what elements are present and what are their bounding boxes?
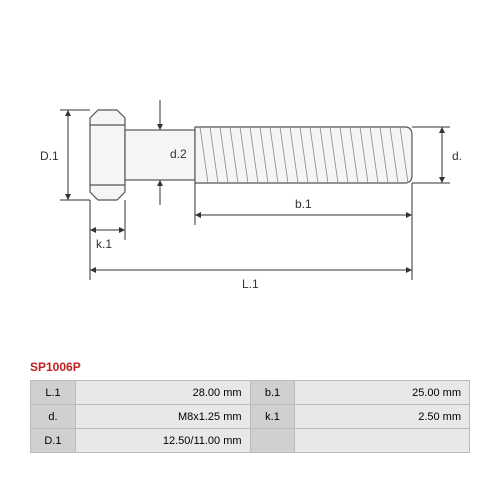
spec-value: 2.50 mm xyxy=(295,405,470,429)
spec-label xyxy=(250,429,295,453)
label-d: d. xyxy=(452,149,462,163)
label-L1: L.1 xyxy=(242,277,259,291)
spec-value: 25.00 mm xyxy=(295,381,470,405)
spec-table: L.1 28.00 mm b.1 25.00 mm d. M8x1.25 mm … xyxy=(30,380,470,453)
spec-label: L.1 xyxy=(31,381,76,405)
table-row: D.1 12.50/11.00 mm xyxy=(31,429,470,453)
spec-label: k.1 xyxy=(250,405,295,429)
spec-value: 12.50/11.00 mm xyxy=(75,429,250,453)
part-code: SP1006P xyxy=(30,360,81,374)
label-k1: k.1 xyxy=(96,237,112,251)
label-b1: b.1 xyxy=(295,197,312,211)
spec-label: b.1 xyxy=(250,381,295,405)
label-D1: D.1 xyxy=(40,149,59,163)
spec-value: 28.00 mm xyxy=(75,381,250,405)
spec-value xyxy=(295,429,470,453)
spec-value: M8x1.25 mm xyxy=(75,405,250,429)
table-row: d. M8x1.25 mm k.1 2.50 mm xyxy=(31,405,470,429)
bolt-diagram: D.1 d.2 d. k.1 b.1 L.1 xyxy=(30,30,470,330)
label-d2: d.2 xyxy=(170,147,187,161)
spec-label: d. xyxy=(31,405,76,429)
spec-label: D.1 xyxy=(31,429,76,453)
table-row: L.1 28.00 mm b.1 25.00 mm xyxy=(31,381,470,405)
